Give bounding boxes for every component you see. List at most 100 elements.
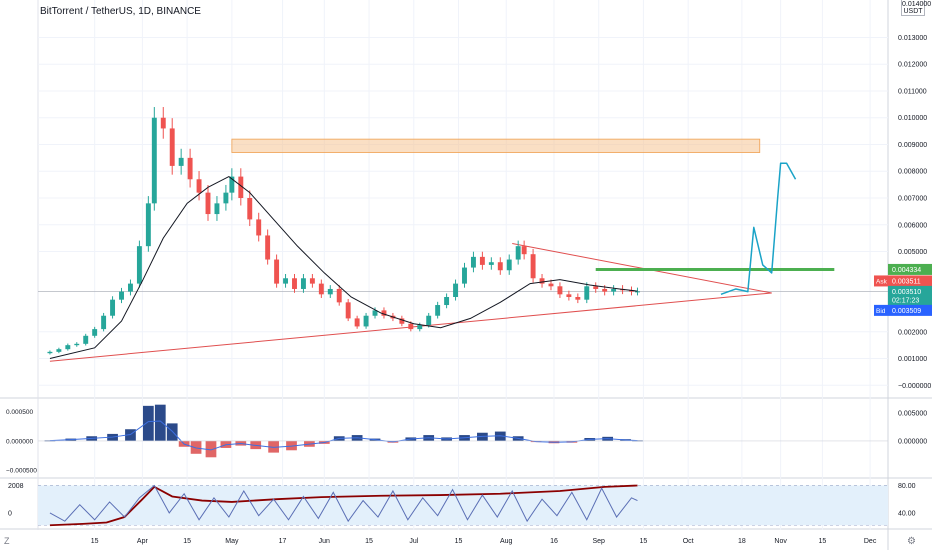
chart-title: BitTorrent / TetherUS, 1D, BINANCE <box>40 6 201 17</box>
y-tick-label: 0.002000 <box>898 329 927 336</box>
macd-right-tick: 0.005000 <box>898 410 927 417</box>
candle-body <box>611 288 617 292</box>
candle-body <box>470 256 476 268</box>
x-tick-label: Oct <box>683 538 694 545</box>
candle-body <box>557 286 563 295</box>
price-label-badge <box>888 304 932 316</box>
candle-body <box>92 329 98 336</box>
candle-body <box>110 299 116 316</box>
price-label-value: 02:17:23 <box>892 298 919 305</box>
x-tick-label: Sep <box>592 538 605 545</box>
candle-body <box>399 318 405 324</box>
candle-body <box>145 203 151 247</box>
y-tick-label: 0.013000 <box>898 35 927 42</box>
macd-histogram-bar <box>154 404 166 441</box>
candle-body <box>47 351 53 354</box>
candle-body <box>283 278 289 284</box>
price-label-badge <box>888 285 932 297</box>
price-tag-text: Bid <box>876 308 886 315</box>
unit-label: USDT <box>903 8 923 15</box>
macd-left-tick: 0.000000 <box>6 438 33 445</box>
y-tick-label: 0.005000 <box>898 249 927 256</box>
price-label-badge <box>888 275 932 287</box>
candle-body <box>205 192 211 215</box>
candle-body <box>318 283 324 295</box>
candle-body <box>363 315 369 327</box>
macd-histogram-bar <box>125 429 136 441</box>
y-tick-label: 0.011000 <box>898 88 927 95</box>
price-label-value: 0.003509 <box>892 308 921 315</box>
currency-unit-box[interactable]: 0.014000 USDT <box>901 0 932 16</box>
y-tick-label: 0.012000 <box>898 62 927 69</box>
x-tick-label: May <box>225 538 239 545</box>
x-tick-label: 15 <box>365 538 373 545</box>
oscillator-line-primary <box>49 484 638 527</box>
candle-body <box>515 246 521 260</box>
candle-body <box>178 157 184 166</box>
candle-body <box>530 254 536 279</box>
candle-body <box>462 267 467 284</box>
price-tag-text: Ask <box>876 278 888 285</box>
macd-histogram-bar <box>166 423 178 441</box>
macd-left-tick: 0.000500 <box>6 409 33 416</box>
candle-body <box>575 297 581 300</box>
oscillator-right-tick: 40.00 <box>898 510 916 517</box>
candle-body <box>488 262 494 265</box>
candle-body <box>506 259 512 271</box>
macd-histogram-bar <box>142 405 154 441</box>
y-tick-label: −0.000000 <box>898 383 931 390</box>
candle-body <box>214 203 220 215</box>
x-tick-label: Nov <box>774 538 787 545</box>
candle-body <box>345 302 351 319</box>
price-label-badge <box>888 294 932 306</box>
macd-left-tick: −0.000500 <box>6 468 37 475</box>
oscillator-line-secondary <box>49 484 638 523</box>
macd-signal-line <box>49 420 638 451</box>
price-label-value: 0.004334 <box>892 267 921 274</box>
candle-body <box>327 288 333 295</box>
projection-path <box>720 162 797 296</box>
oscillator-left-tick: 2008 <box>8 483 24 490</box>
x-tick-label: 15 <box>455 538 463 545</box>
price-label-badge <box>888 263 932 275</box>
price-label-value: 0.003511 <box>892 278 921 285</box>
x-tick-label: 17 <box>279 538 287 545</box>
candle-body <box>160 117 166 129</box>
macd-histogram-bar <box>205 440 217 458</box>
moving-average-line <box>49 176 638 360</box>
x-tick-label: 15 <box>640 538 648 545</box>
candle-body <box>354 318 360 327</box>
y-tick-label: 0.008000 <box>898 169 927 176</box>
candle-body <box>74 343 80 346</box>
candle-body <box>229 176 235 193</box>
candle-body <box>238 176 244 198</box>
candle-body <box>119 291 124 300</box>
candle-body <box>274 259 280 284</box>
candle-body <box>539 278 545 284</box>
candle-body <box>593 286 599 289</box>
oscillator-band <box>38 485 888 526</box>
price-label-value: 0.003510 <box>892 289 921 296</box>
candle-body <box>196 179 202 193</box>
settings-gear-icon[interactable]: ⚙ <box>907 536 916 547</box>
candle-body <box>635 291 640 293</box>
timezone-z-icon[interactable]: Z <box>4 536 10 546</box>
candle-body <box>381 310 387 316</box>
unit-top-value: 0.014000 <box>902 1 932 8</box>
candle-body <box>584 286 590 300</box>
candle-body <box>101 315 107 330</box>
x-tick-label: 16 <box>550 538 558 545</box>
candle-body <box>548 283 554 287</box>
candle-body <box>629 290 634 292</box>
y-tick-label: 0.001000 <box>898 356 927 363</box>
x-tick-label: 15 <box>818 538 826 545</box>
candle-body <box>566 294 572 297</box>
candle-body <box>435 305 441 316</box>
candle-body <box>65 345 71 350</box>
candle-body <box>602 288 608 292</box>
oscillator-left-tick: 0 <box>8 510 12 517</box>
y-tick-label: 0.007000 <box>898 196 927 203</box>
x-tick-label: 15 <box>91 538 99 545</box>
